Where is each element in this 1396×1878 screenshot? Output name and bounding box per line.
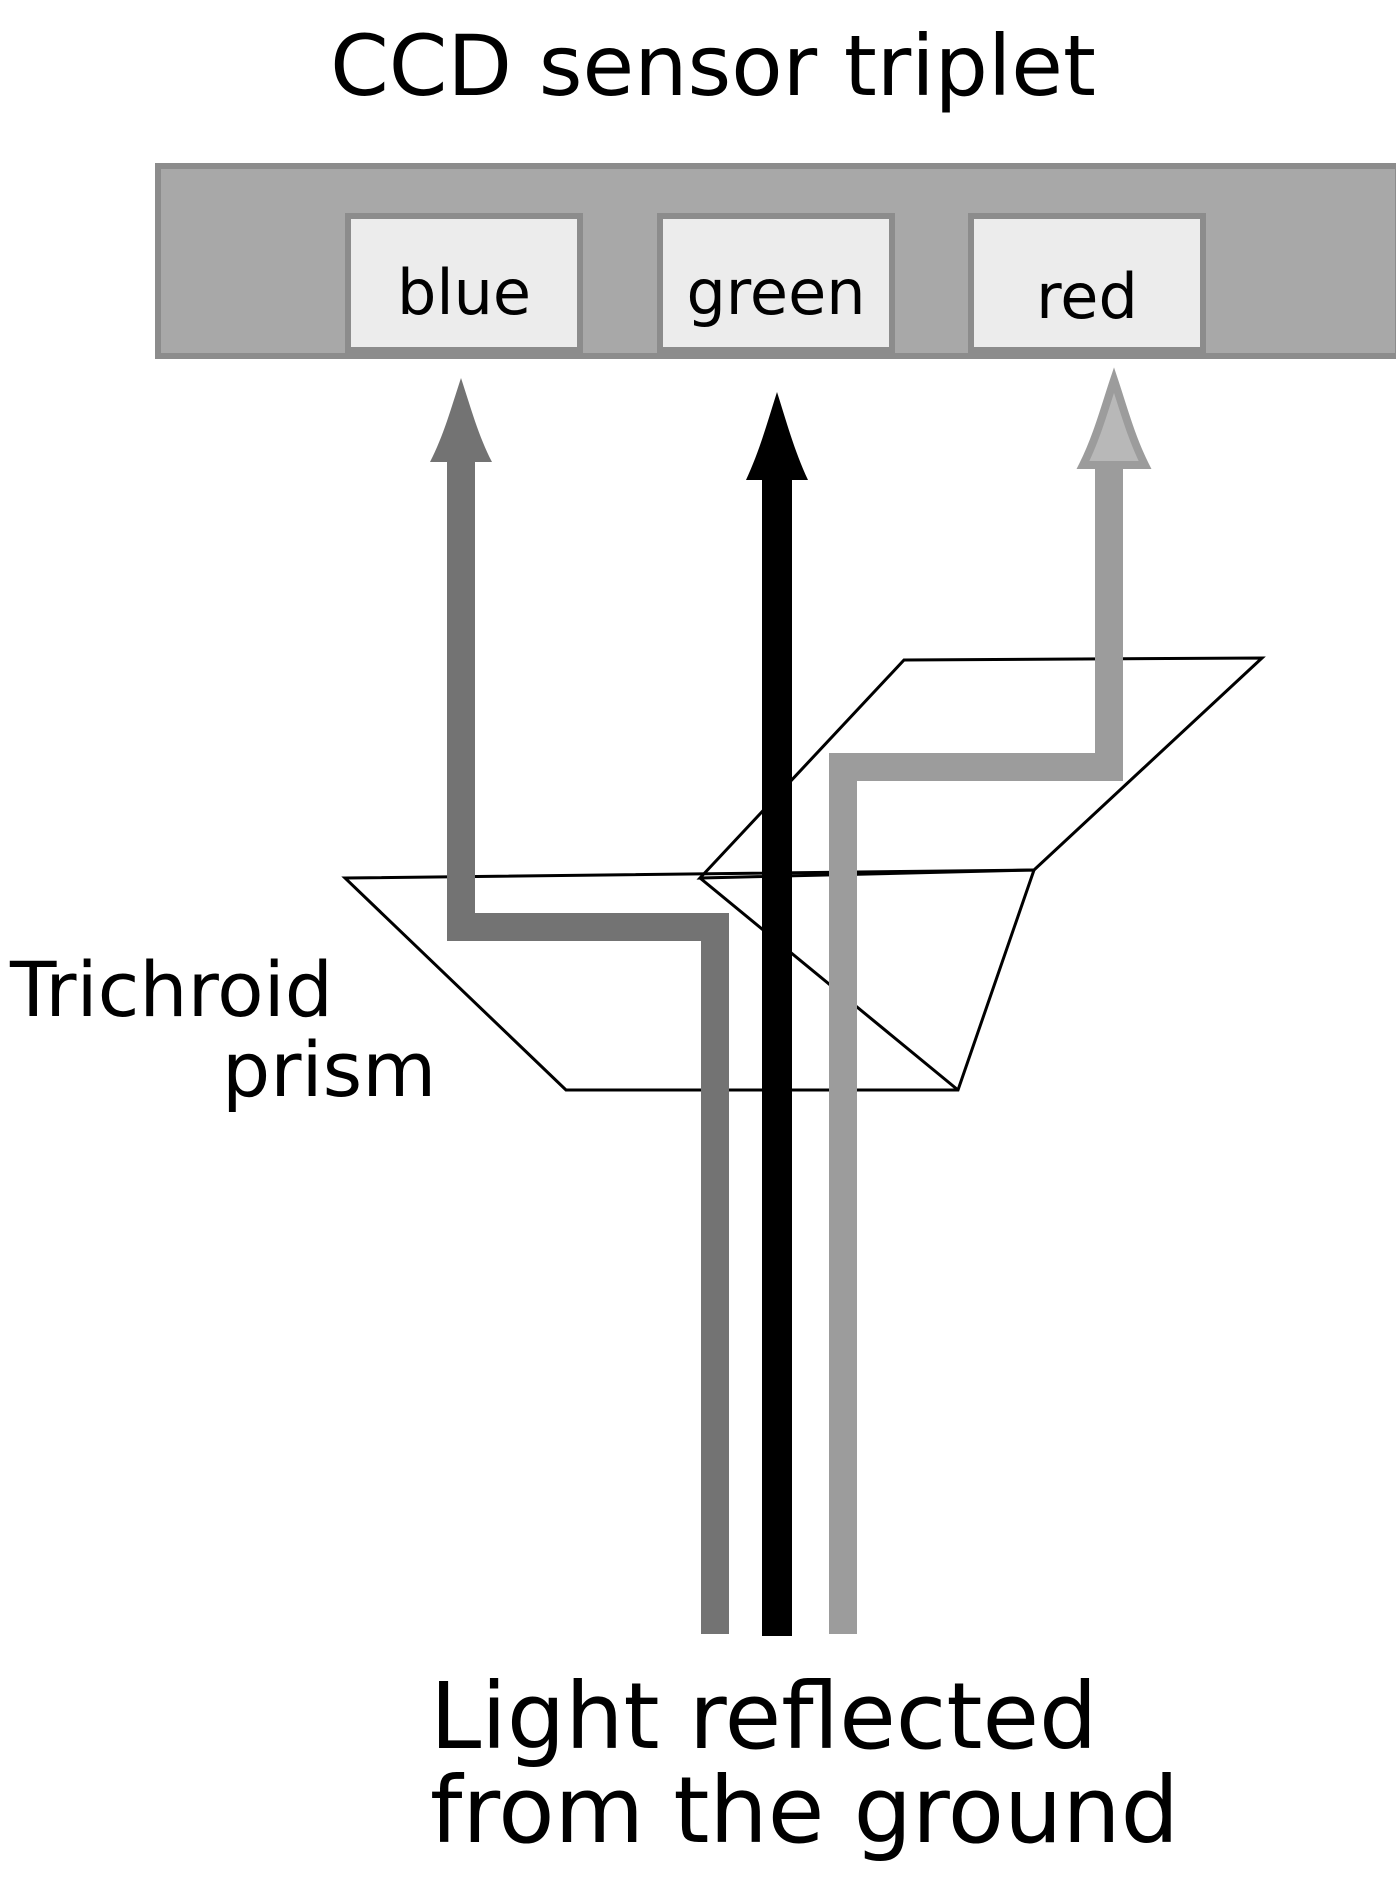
blue-beam	[447, 460, 729, 1634]
sensor-label-red: red	[1036, 260, 1138, 333]
light-source-label: Light reflected from the ground	[430, 1670, 1179, 1858]
sensor-cell-red	[968, 213, 1206, 353]
blue-arrowhead	[430, 378, 492, 462]
light-source-line2: from the ground	[430, 1756, 1180, 1864]
light-source-line1: Light reflected	[430, 1663, 1098, 1770]
red-beam	[829, 463, 1123, 1634]
red-arrowhead	[1076, 367, 1152, 469]
diagram-title: CCD sensor triplet	[330, 17, 1096, 115]
green-arrowhead	[746, 392, 808, 480]
sensor-cell-green	[657, 213, 895, 353]
sensor-cell-blue	[345, 213, 583, 353]
sensor-label-blue: blue	[396, 256, 532, 329]
prism-label-line2: prism	[222, 1024, 437, 1114]
prism-label-line1: Trichroid	[10, 945, 333, 1034]
sensor-label-green: green	[686, 256, 866, 329]
prism-label: Trichroid prism	[10, 950, 436, 1110]
